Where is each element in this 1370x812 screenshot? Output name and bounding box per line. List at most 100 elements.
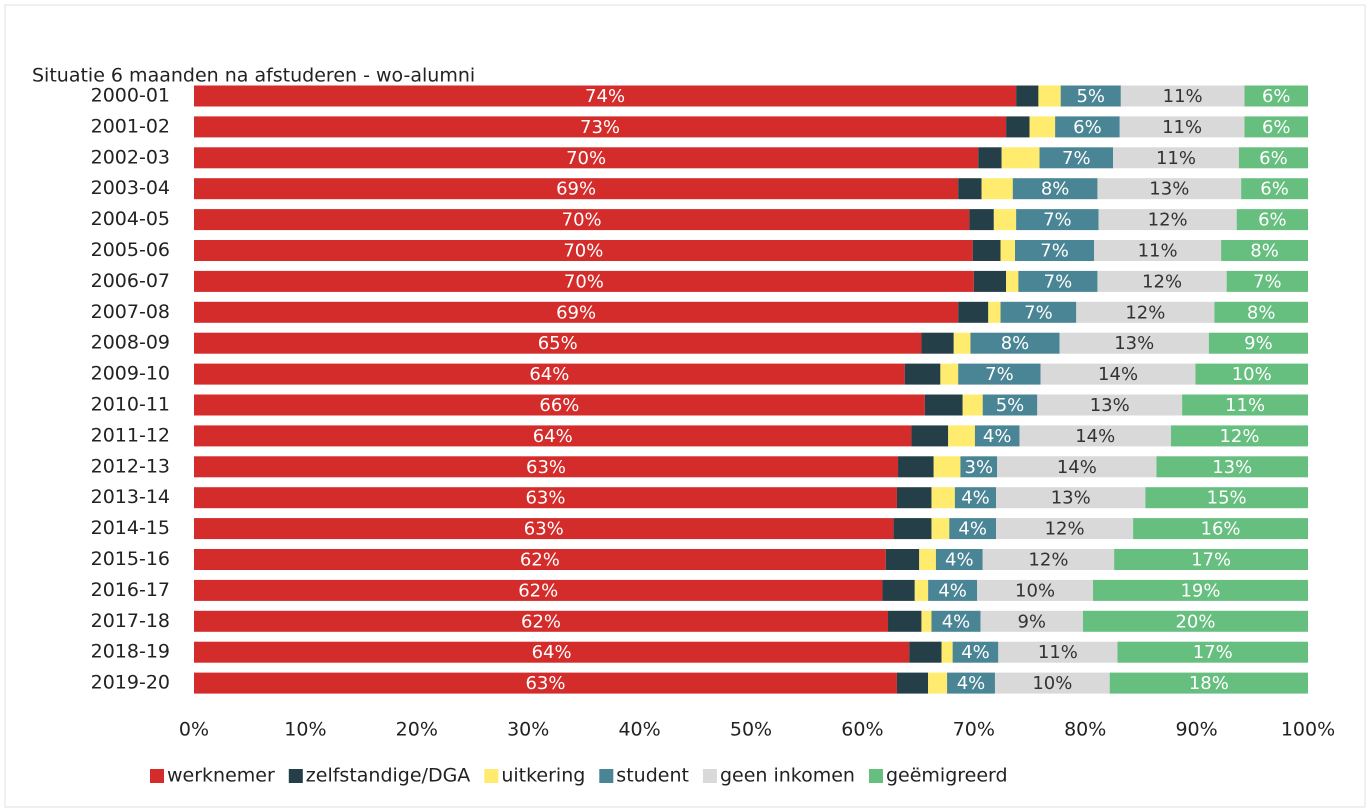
bar-segment [1241,178,1308,200]
data-label: 69% [556,302,596,323]
x-tick-label: 90% [1175,719,1217,741]
bar-segment [1170,425,1308,447]
bar-segment [924,394,963,416]
bar-segment [885,549,920,570]
bar-segment [935,549,983,570]
bar-segment [1000,240,1016,261]
bar-segment [893,518,932,540]
x-tick-label: 10% [284,719,326,741]
bar-segment [933,456,961,478]
legend-label: geen inkomen [720,765,855,787]
data-label: 8% [1247,302,1276,323]
legend-label: zelfstandige/DGA [306,765,471,787]
data-label: 63% [525,673,565,694]
x-tick-label: 20% [396,719,438,741]
data-label: 10% [1032,673,1072,694]
data-label: 14% [1057,457,1097,478]
bar-segment [1238,147,1308,169]
data-label: 20% [1175,611,1215,632]
bar-segment [898,456,934,478]
data-label: 16% [1201,519,1241,540]
bar-segment [1119,116,1245,138]
y-tick-label: 2019-20 [91,672,170,694]
bar-segment [194,301,959,323]
data-label: 73% [580,117,620,138]
bar-segment [1113,147,1239,169]
bar-segment [993,209,1017,231]
bar-segment [194,332,922,354]
bar-segment [194,549,886,570]
bar-segment [940,363,959,385]
bar-segment [921,610,932,632]
bar-segment [997,456,1157,478]
data-label: 3% [965,457,994,478]
bar-segment [996,518,1134,540]
bar-segment [194,178,959,200]
bar-segment [1214,301,1308,323]
legend-label: uitkering [501,765,585,787]
data-label: 12% [1125,302,1165,323]
bar-segment [1208,332,1308,354]
bar-segment [896,672,929,694]
bar-segment [949,518,997,540]
data-label: 10% [1015,580,1055,601]
data-label: 7% [1040,241,1069,262]
bar-segment [996,487,1146,509]
bar-segment [1097,270,1227,292]
bar-segment [947,672,995,694]
bar-segment [972,240,1001,261]
data-label: 17% [1191,550,1231,571]
data-label: 11% [1163,86,1203,107]
bar-segment [1019,425,1171,447]
data-label: 11% [1138,241,1178,262]
bar-segment [1156,456,1308,478]
data-label: 12% [1028,550,1068,571]
data-label: 7% [1043,210,1072,231]
bar-segment [1145,487,1308,509]
y-tick-label: 2009-10 [91,363,170,385]
bar-segment [1076,301,1215,323]
legend-swatch [868,769,883,783]
bar-segment [1082,610,1308,632]
bar-segment [981,178,1013,200]
bar-segment [1016,209,1099,231]
x-tick-label: 100% [1281,719,1335,741]
data-label: 7% [1024,302,1053,323]
legend-label: geëmigreerd [886,765,1008,787]
data-label: 7% [1044,271,1073,292]
bar-segment [896,487,932,509]
bar-segment [1182,394,1308,416]
data-label: 63% [525,488,565,509]
data-label: 14% [1075,426,1115,447]
data-label: 8% [1041,179,1070,200]
y-tick-label: 2001-02 [91,115,170,137]
x-tick-label: 30% [507,719,549,741]
bar-segment [909,641,942,663]
bar-segment [994,672,1110,694]
data-label: 13% [1051,488,1091,509]
data-label: 62% [518,580,558,601]
bar-segment [1195,363,1308,385]
bar-segment [194,579,883,601]
y-tick-label: 2011-12 [91,424,170,446]
bar-segment [194,487,897,509]
legend-swatch [484,769,499,783]
bar-segment [194,240,973,261]
data-label: 13% [1090,395,1130,416]
y-tick-label: 2014-15 [91,517,170,539]
data-label: 11% [1156,148,1196,169]
data-label: 4% [957,673,986,694]
chart-title: Situatie 6 maanden na afstuderen - wo-al… [32,65,475,87]
data-label: 64% [532,642,572,663]
data-label: 63% [526,457,566,478]
bar-segment [1012,178,1098,200]
data-label: 70% [562,210,602,231]
data-label: 63% [524,519,564,540]
bar-segment [194,456,899,478]
bar-segment [958,178,982,200]
bar-segment [954,487,997,509]
bar-segment [904,363,941,385]
x-tick-label: 80% [1064,719,1106,741]
y-tick-label: 2006-07 [91,270,170,292]
y-tick-label: 2003-04 [91,177,170,199]
